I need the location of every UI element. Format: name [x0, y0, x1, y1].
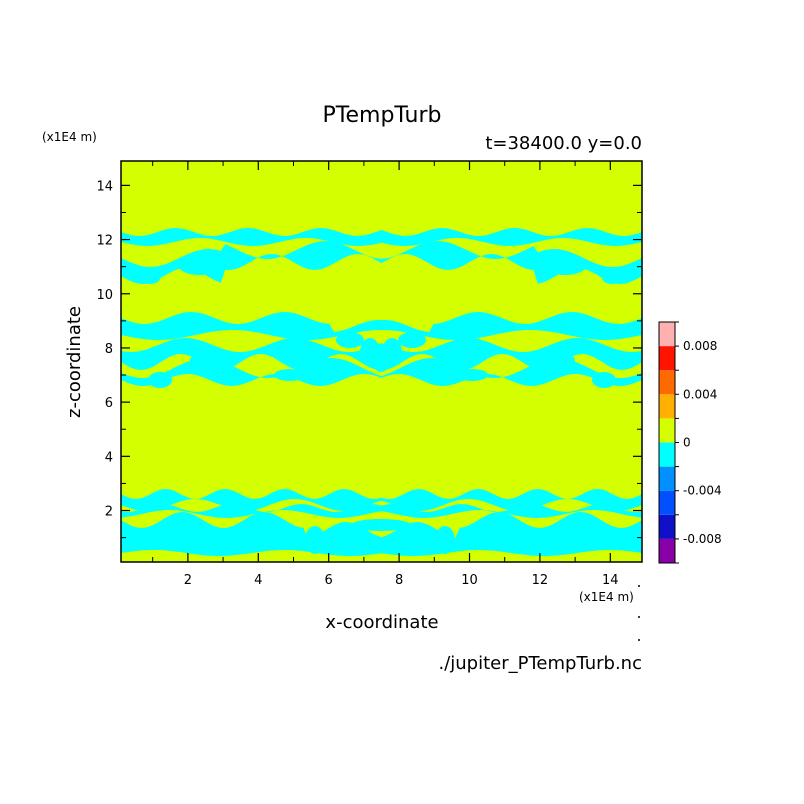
negative-blob [543, 255, 587, 275]
colorbar-segment [659, 466, 675, 491]
negative-blob [274, 369, 306, 381]
negative-blob [351, 519, 411, 531]
x-tick-label: 10 [461, 573, 478, 588]
colorbar-segment [659, 442, 675, 467]
chart-title: PTempTurb [323, 103, 442, 128]
x-tick-label: 6 [325, 573, 333, 588]
x-tick-label: 8 [395, 573, 403, 588]
negative-blob [336, 332, 364, 348]
negative-blob [373, 352, 389, 372]
axes: 2 4 6 8 10 12 14 2 4 6 8 10 12 14 [96, 161, 642, 588]
y-tick-label: 12 [96, 234, 113, 249]
colorbar-tick-label: 0.008 [683, 339, 717, 353]
colorbar-segment [659, 346, 675, 371]
y-tick-label: 10 [96, 288, 113, 303]
y-tick-label: 6 [105, 396, 113, 411]
negative-blob [140, 272, 160, 284]
colorbar-segment [659, 370, 675, 395]
negative-blob [190, 352, 230, 368]
colorbar-tick-label: -0.008 [683, 532, 722, 546]
negative-blob [592, 372, 616, 388]
marker-dot [638, 616, 640, 618]
negative-blob [305, 526, 325, 554]
upper-band-swirl [121, 241, 642, 284]
negative-blob [398, 332, 426, 348]
colorbar-tick-label: -0.004 [683, 484, 722, 498]
y-axis-label: z-coordinate [64, 306, 85, 418]
negative-blob [178, 255, 222, 275]
middle-band-tendrils [121, 358, 642, 386]
colorbar-segment [659, 538, 675, 563]
x-units-label: (x1E4 m) [579, 590, 634, 604]
negative-blob [435, 526, 455, 554]
plot-frame [120, 160, 643, 563]
lower-band-upper [121, 489, 642, 511]
negative-blob [148, 372, 172, 388]
source-file-label: ./jupiter_PTempTurb.nc [438, 653, 642, 674]
x-tick-label: 12 [532, 573, 549, 588]
y-units-label: (x1E4 m) [42, 130, 97, 144]
x-tick-label: 14 [602, 573, 619, 588]
chart-subtitle: t=38400.0 y=0.0 [485, 133, 642, 154]
colorbar-segment [659, 394, 675, 419]
x-tick-label: 4 [254, 573, 262, 588]
colorbar-tick-label: 0 [683, 436, 691, 450]
lower-band-main [121, 512, 642, 556]
colorbar: 0.008 0.004 0 -0.004 -0.008 [658, 321, 722, 564]
y-tick-label: 8 [105, 342, 113, 357]
colorbar-segment [659, 490, 675, 515]
negative-blob [535, 352, 575, 368]
colorbar-segment [659, 418, 675, 443]
negative-blob [602, 272, 622, 284]
x-tick-label: 2 [184, 573, 192, 588]
colorbar-tick-label: 0.004 [683, 387, 717, 401]
middle-band-top [121, 312, 642, 340]
marker-dot [638, 585, 640, 587]
y-tick-label: 4 [105, 450, 113, 465]
upper-band-top [121, 228, 642, 246]
colorbar-segment [659, 322, 675, 347]
y-tick-label: 14 [96, 179, 113, 194]
lower-band-mid [121, 504, 642, 518]
negative-regions [121, 228, 642, 556]
x-axis-label: x-coordinate [325, 612, 438, 633]
colorbar-segment [659, 514, 675, 539]
negative-blob [456, 369, 488, 381]
marker-dot [638, 639, 640, 641]
y-tick-label: 2 [105, 505, 113, 520]
